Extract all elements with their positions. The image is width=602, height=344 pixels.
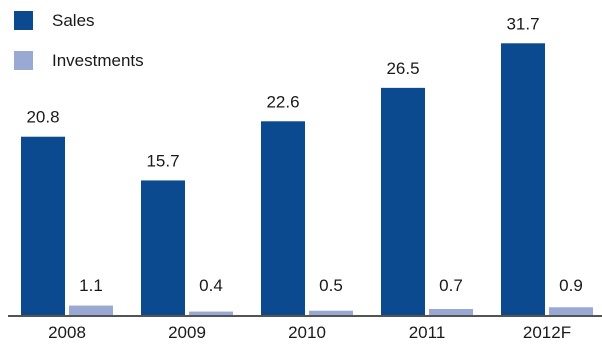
value-label-sales-2010: 22.6 bbox=[266, 92, 299, 111]
legend-swatch-sales bbox=[14, 11, 33, 30]
bars-group bbox=[21, 43, 593, 316]
bar-sales-2010 bbox=[261, 121, 305, 316]
bar-investments-2012f bbox=[549, 307, 593, 315]
legend-swatch-investments bbox=[14, 51, 33, 70]
x-tick-label-2011: 2011 bbox=[409, 323, 446, 342]
bar-sales-2011 bbox=[381, 87, 425, 315]
value-labels-group: 20.8 1.1 15.7 0.4 22.6 0.5 26.5 0.7 31.7 0.9 bbox=[26, 14, 582, 295]
value-label-sales-2011: 26.5 bbox=[386, 59, 419, 78]
bar-investments-2011 bbox=[429, 309, 473, 315]
bar-sales-2008 bbox=[21, 136, 65, 315]
value-label-investments-2008: 1.1 bbox=[79, 276, 103, 295]
bar-investments-2008 bbox=[69, 305, 113, 315]
legend-label-investments: Investments bbox=[52, 51, 144, 70]
value-label-investments-2010: 0.5 bbox=[319, 276, 343, 295]
x-tick-label-2009: 2009 bbox=[168, 323, 206, 342]
value-label-sales-2009: 15.7 bbox=[146, 151, 179, 170]
x-tick-label-2010: 2010 bbox=[288, 323, 326, 342]
value-label-sales-2012f: 31.7 bbox=[506, 14, 539, 33]
bar-investments-2010 bbox=[309, 310, 353, 315]
value-label-investments-2012f: 0.9 bbox=[559, 276, 583, 295]
x-tick-labels-group: 2008 2009 2010 2011 2012F bbox=[48, 323, 571, 342]
bar-investments-2009 bbox=[189, 311, 233, 315]
x-tick-label-2008: 2008 bbox=[48, 323, 86, 342]
value-label-investments-2009: 0.4 bbox=[199, 276, 223, 295]
value-label-investments-2011: 0.7 bbox=[439, 276, 463, 295]
x-tick-label-2012f: 2012F bbox=[523, 323, 571, 342]
bar-sales-2009 bbox=[141, 180, 185, 315]
legend: Sales Investments bbox=[14, 11, 144, 70]
value-label-sales-2008: 20.8 bbox=[26, 108, 59, 127]
bar-sales-2012f bbox=[501, 43, 545, 316]
legend-label-sales: Sales bbox=[52, 11, 95, 30]
